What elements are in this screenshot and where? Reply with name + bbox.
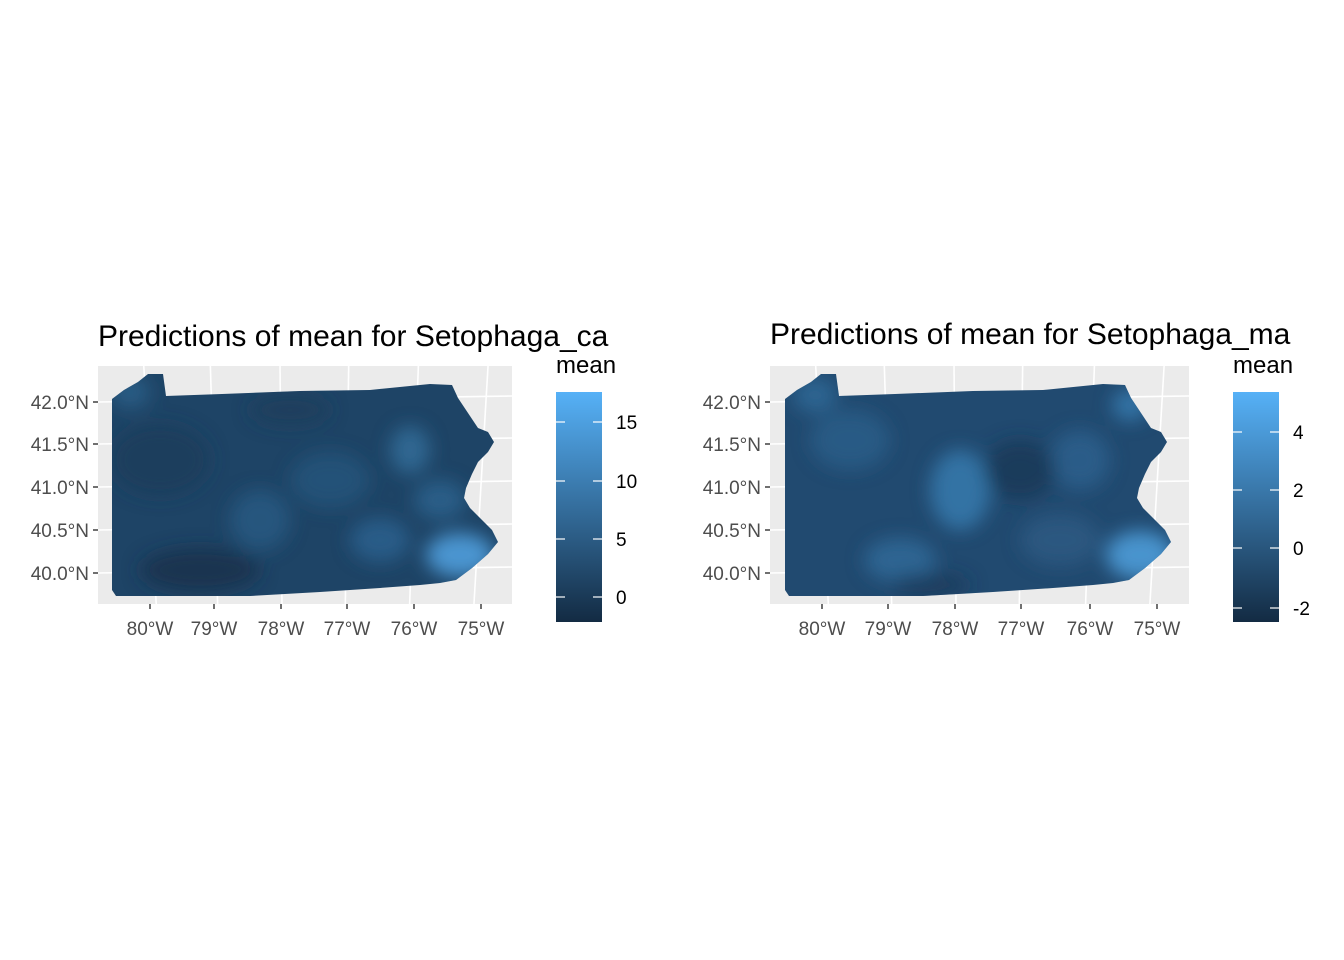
legend-tick-label: 2 bbox=[1293, 481, 1304, 502]
x-tick-label: 78°W bbox=[258, 619, 305, 640]
map-panel-left: Predictions of mean for Setophaga_ca 40.0… bbox=[31, 320, 637, 640]
gridline-lon bbox=[1149, 365, 1165, 605]
raster-patch bbox=[414, 480, 466, 520]
x-tick-label: 76°W bbox=[391, 619, 438, 640]
y-tick-label: 40.0°N bbox=[31, 564, 89, 585]
y-tick-label: 42.0°N bbox=[703, 393, 761, 414]
legend-colorbar bbox=[1233, 392, 1279, 622]
legend-tick-label: 4 bbox=[1293, 423, 1304, 444]
y-tick-label: 40.5°N bbox=[31, 521, 89, 542]
x-tick-label: 75°W bbox=[1134, 619, 1181, 640]
y-tick-label: 41.0°N bbox=[703, 478, 761, 499]
y-tick-label: 40.5°N bbox=[703, 521, 761, 542]
map-panel-right: Predictions of mean for Setophaga_ma 40.0… bbox=[703, 318, 1310, 640]
legend: mean 0 5 10 15 bbox=[556, 352, 637, 622]
state-raster bbox=[785, 374, 1171, 596]
raster-patch bbox=[1020, 514, 1100, 566]
y-tick-label: 42.0°N bbox=[31, 393, 89, 414]
y-tick-label: 41.5°N bbox=[703, 435, 761, 456]
gridline-lon bbox=[473, 365, 489, 605]
raster-patch bbox=[810, 410, 890, 470]
raster-patch bbox=[350, 518, 410, 562]
raster-patch bbox=[140, 548, 260, 592]
x-tick-label: 80°W bbox=[127, 619, 174, 640]
legend-tick-label: 10 bbox=[616, 472, 637, 493]
x-tick-label: 79°W bbox=[191, 619, 238, 640]
x-tick-label: 75°W bbox=[458, 619, 505, 640]
x-tick-label: 76°W bbox=[1067, 619, 1114, 640]
raster-patch bbox=[984, 440, 1056, 500]
raster-patch bbox=[390, 426, 430, 474]
y-tick-label: 40.0°N bbox=[703, 564, 761, 585]
raster-patch bbox=[250, 394, 330, 426]
legend-tick-label: 5 bbox=[616, 530, 627, 551]
panel-title: Predictions of mean for Setophaga_ca bbox=[98, 320, 609, 353]
panel-title: Predictions of mean for Setophaga_ma bbox=[770, 318, 1291, 351]
x-tick-label: 77°W bbox=[324, 619, 371, 640]
legend-title: mean bbox=[556, 352, 616, 379]
raster-patch bbox=[890, 573, 970, 596]
legend-tick-label: 15 bbox=[616, 413, 637, 434]
y-tick-label: 41.0°N bbox=[31, 478, 89, 499]
x-tick-label: 80°W bbox=[799, 619, 846, 640]
legend-title: mean bbox=[1233, 352, 1293, 379]
y-tick-label: 41.5°N bbox=[31, 435, 89, 456]
legend-tick-label: 0 bbox=[616, 588, 627, 609]
raster-patch bbox=[793, 377, 837, 413]
legend: mean -2 0 2 4 bbox=[1233, 352, 1310, 622]
x-tick-label: 78°W bbox=[932, 619, 979, 640]
x-tick-label: 79°W bbox=[865, 619, 912, 640]
raster-patch bbox=[1050, 430, 1110, 490]
legend-colorbar bbox=[556, 392, 602, 622]
raster-patch bbox=[230, 490, 290, 550]
raster-patch bbox=[930, 450, 990, 530]
state-raster bbox=[112, 374, 498, 596]
raster-patch bbox=[290, 452, 370, 508]
legend-tick-label: -2 bbox=[1293, 599, 1310, 620]
raster-patch bbox=[864, 538, 936, 582]
raster-patch bbox=[112, 424, 210, 496]
legend-tick-label: 0 bbox=[1293, 539, 1304, 560]
x-tick-label: 77°W bbox=[998, 619, 1045, 640]
